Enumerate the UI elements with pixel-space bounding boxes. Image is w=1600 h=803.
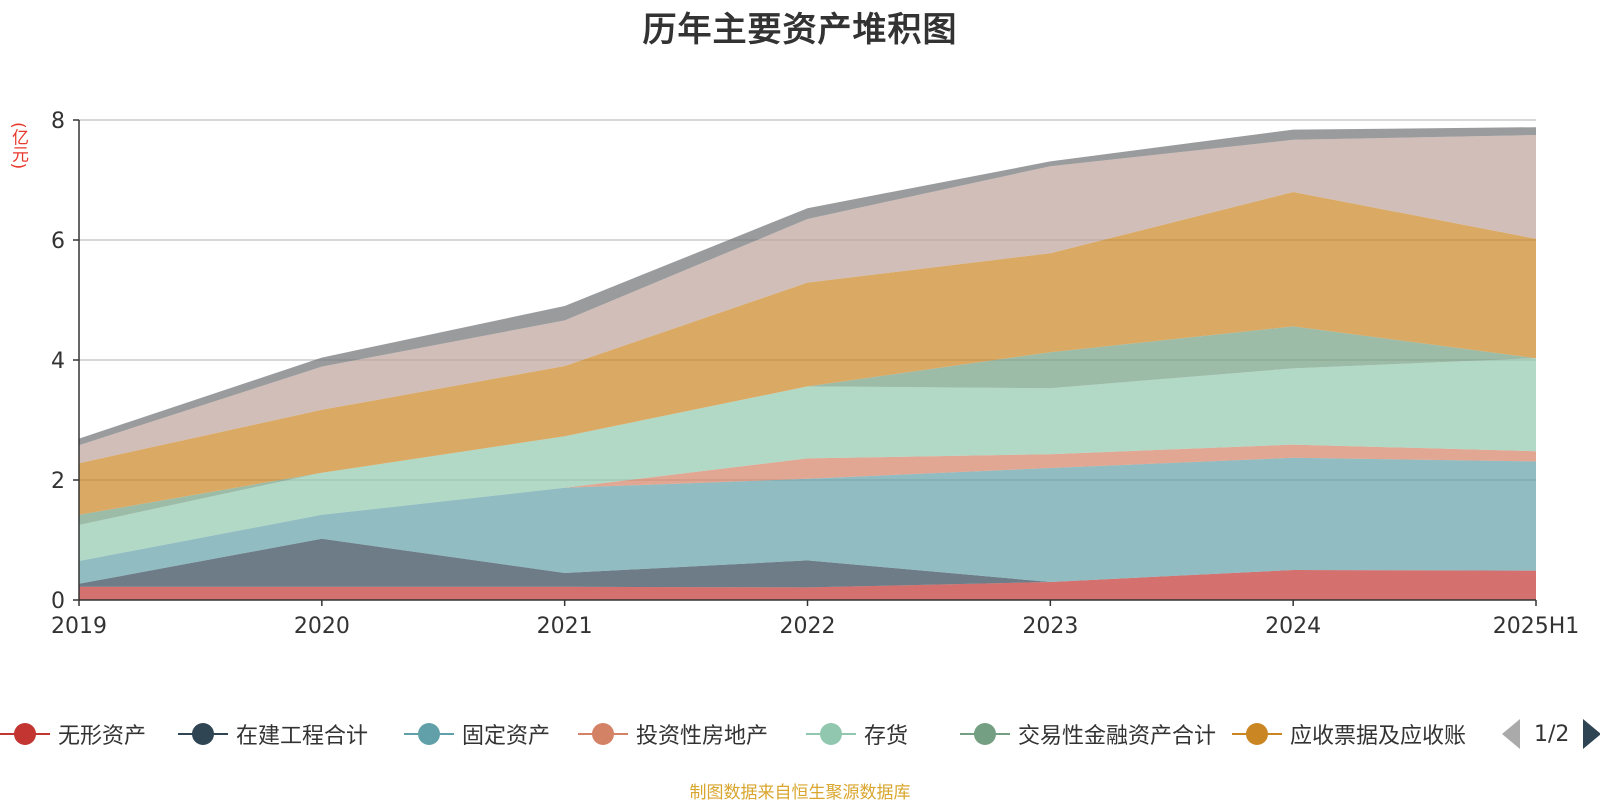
- y-tick-label: 2: [51, 469, 65, 494]
- area-series-5[interactable]: [79, 326, 1536, 525]
- y-tick-label: 6: [51, 229, 65, 254]
- x-tick-label: 2021: [537, 614, 593, 639]
- legend-circle-icon: [578, 712, 628, 756]
- legend-label: 在建工程合计: [236, 724, 369, 749]
- data-source-note: 制图数据来自恒生聚源数据库: [689, 783, 911, 803]
- y-tick-label: 8: [51, 109, 65, 134]
- area-series-4[interactable]: [79, 358, 1536, 561]
- legend-circle-icon: [0, 712, 50, 756]
- area-series: [79, 127, 1536, 600]
- y-tick-label: 4: [51, 349, 65, 374]
- x-tick-label: 2024: [1265, 614, 1321, 639]
- legend-circle-icon: [178, 712, 228, 756]
- legend-item[interactable]: 存货: [806, 712, 908, 756]
- area-series-1[interactable]: [79, 538, 1536, 588]
- legend-circle-icon: [1232, 712, 1282, 756]
- legend-circle-icon: [806, 712, 856, 756]
- legend-item[interactable]: 应收票据及应收账: [1232, 712, 1466, 756]
- area-series-3[interactable]: [79, 444, 1536, 561]
- area-series-0[interactable]: [79, 570, 1536, 600]
- pager-prev-arrow-icon[interactable]: [1502, 719, 1520, 749]
- legend-label: 应收票据及应收账: [1290, 724, 1467, 749]
- legend-item[interactable]: 投资性房地产: [578, 712, 768, 756]
- legend-circle-icon: [404, 712, 454, 756]
- legend-label: 交易性金融资产合计: [1018, 724, 1217, 749]
- axes: 0 2 4 6 8 2019 2020 2021 2022 2023 2024 2025H1: [51, 109, 1579, 639]
- y-tick-label: 0: [51, 589, 65, 614]
- legend-label: 固定资产: [462, 724, 551, 749]
- legend-label: 存货: [864, 724, 909, 749]
- pager-next-arrow-icon[interactable]: [1583, 719, 1600, 749]
- x-tick-label: 2019: [51, 614, 107, 639]
- y-axis-unit-label: (亿元): [8, 122, 28, 170]
- area-series-7[interactable]: [79, 135, 1536, 464]
- chart-legend: 无形资产 在建工程合计 固定资产 投资性房地产 存货 交易性金融资产合计 应收票据及应收账: [0, 712, 1600, 756]
- pager-page-indicator: 1/2: [1534, 721, 1570, 747]
- area-series-2[interactable]: [79, 457, 1536, 584]
- legend-item[interactable]: 无形资产: [0, 712, 146, 756]
- legend-label: 投资性房地产: [636, 724, 769, 749]
- legend-item[interactable]: 在建工程合计: [178, 712, 368, 756]
- legend-circle-icon: [960, 712, 1010, 756]
- legend-label: 无形资产: [58, 724, 147, 749]
- x-tick-label: 2022: [780, 614, 836, 639]
- stacked-area-chart: 0 2 4 6 8 2019 2020 2021 2022 2023 2024 2025H1: [51, 109, 1579, 639]
- legend-pager: 1/2: [1502, 712, 1600, 756]
- legend-item[interactable]: 固定资产: [404, 712, 550, 756]
- area-series-6[interactable]: [79, 192, 1536, 515]
- x-tick-label: 2025H1: [1493, 614, 1580, 639]
- x-tick-label: 2023: [1022, 614, 1078, 639]
- x-tick-label: 2020: [294, 614, 350, 639]
- legend-item[interactable]: 交易性金融资产合计: [960, 712, 1216, 756]
- chart-title: 历年主要资产堆积图: [642, 10, 958, 50]
